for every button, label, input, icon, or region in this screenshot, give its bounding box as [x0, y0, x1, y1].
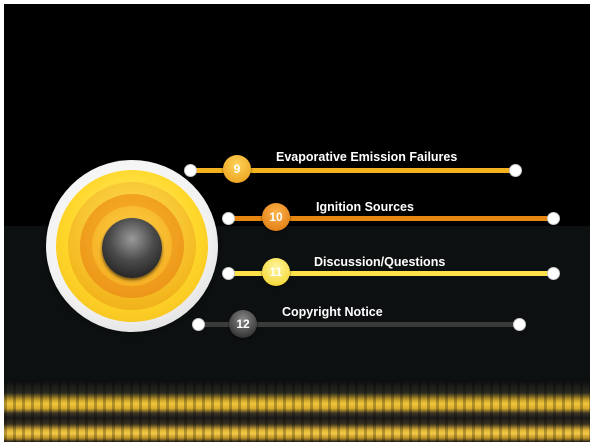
line-endpoint-dot	[222, 212, 235, 225]
agenda-line-9	[192, 168, 514, 173]
concentric-circle-dial-icon	[46, 160, 218, 332]
agenda-item-12[interactable]: Copyright Notice	[282, 305, 383, 319]
line-endpoint-dot	[547, 267, 560, 280]
agenda-line-11	[230, 271, 552, 276]
dial-knob	[102, 218, 162, 278]
slide: 9 Evaporative Emission Failures 10 Ignit…	[4, 4, 590, 442]
line-endpoint-dot	[513, 318, 526, 331]
agenda-item-11[interactable]: Discussion/Questions	[314, 255, 446, 269]
line-endpoint-dot	[192, 318, 205, 331]
line-endpoint-dot	[222, 267, 235, 280]
road-stripes-image	[4, 382, 590, 442]
line-endpoint-dot	[547, 212, 560, 225]
line-endpoint-dot	[184, 164, 197, 177]
agenda-line-12	[200, 322, 518, 327]
agenda-item-10[interactable]: Ignition Sources	[316, 200, 414, 214]
agenda-number-12: 12	[229, 310, 257, 338]
agenda-number-11: 11	[262, 258, 290, 286]
line-endpoint-dot	[509, 164, 522, 177]
agenda-line-10	[230, 216, 552, 221]
agenda-item-9[interactable]: Evaporative Emission Failures	[276, 150, 458, 164]
agenda-number-10: 10	[262, 203, 290, 231]
agenda-number-9: 9	[223, 155, 251, 183]
